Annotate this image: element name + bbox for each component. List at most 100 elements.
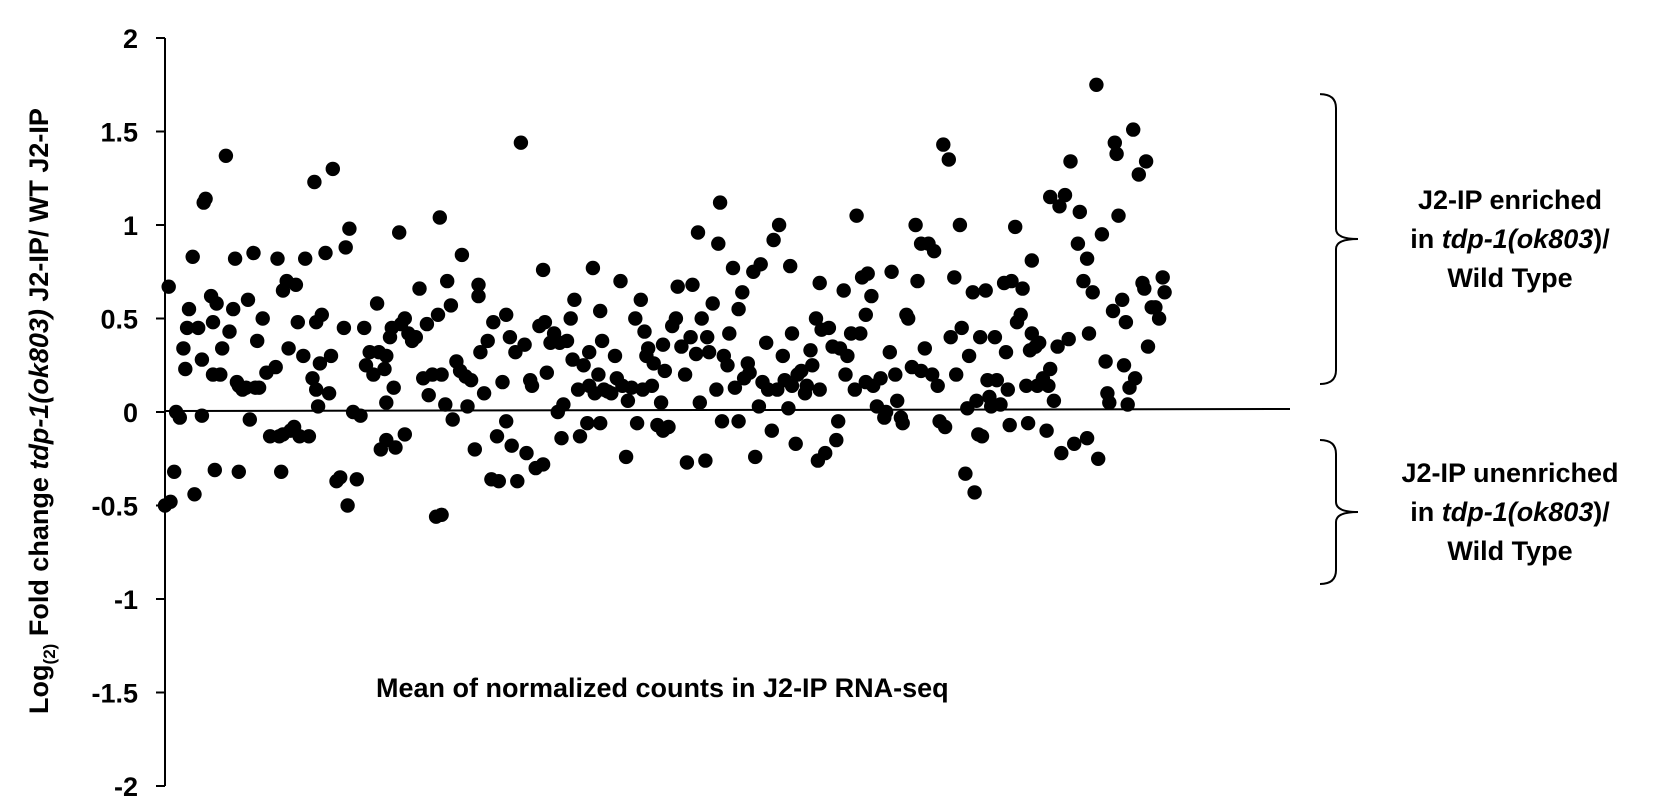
data-point [954,320,969,336]
data-point [913,236,929,251]
data-point [690,225,706,240]
data-point [242,412,257,427]
data-point [227,251,243,266]
data-point [1140,339,1156,354]
data-point [998,345,1014,360]
data-point [712,195,728,210]
data-point [766,232,781,248]
data-point [1076,273,1091,289]
data-point [1050,339,1065,354]
data-point [1019,378,1034,393]
data-point [460,399,475,414]
data-point [926,244,942,259]
data-point [191,320,206,336]
data-point [392,225,407,240]
data-point [910,273,925,289]
data-point [231,378,246,393]
data-point [784,378,800,393]
data-point [987,330,1003,345]
data-point [499,307,514,322]
unenriched-label-segment: )/ [1593,497,1610,527]
data-point [764,423,779,438]
data-point [864,288,879,304]
data-point [309,382,324,397]
data-point [1098,354,1113,369]
data-point [310,399,326,414]
data-point [882,345,897,360]
data-point [181,301,197,317]
unenriched-label-segment: J2-IP unenriched [1401,458,1618,488]
unenriched-label-line: J2-IP unenriched [1401,458,1618,488]
y-axis-ticks: 2 1.5 1 0.5 0 -0.5 -1 -1.5 -2 [91,24,165,796]
data-point [878,404,894,420]
data-point [668,311,684,326]
data-point [1020,416,1036,431]
data-point [629,416,645,431]
data-point [1079,431,1095,446]
data-point [593,303,608,319]
data-point [298,251,313,266]
y-tick-label: 1.5 [100,118,138,148]
data-point [908,217,923,233]
data-point [890,393,905,408]
data-point [379,432,394,448]
data-point [1102,395,1117,410]
data-point [698,453,713,468]
data-point [720,358,735,373]
data-point [821,320,837,336]
data-point [1061,331,1076,347]
data-point [471,288,486,304]
data-point [974,429,990,444]
data-point [958,466,973,481]
data-point [305,371,320,386]
data-point [274,464,289,479]
data-point [340,498,355,513]
data-point [913,363,929,379]
unenriched-label-line: in tdp-1(ok803)/ [1410,497,1610,527]
data-point [679,455,695,470]
data-point [701,345,717,360]
data-point [644,378,660,393]
data-point [397,311,412,326]
data-point [325,161,340,177]
data-point [593,416,608,431]
data-point [585,260,601,276]
data-point [290,315,305,330]
y-axis-title-italic: tdp-1(ok803) [24,309,54,470]
data-point [803,343,818,358]
data-point [847,382,862,397]
data-point [655,337,671,352]
data-point [700,330,715,345]
unenriched-label-segment: Wild Type [1447,536,1572,566]
enriched-label-line: Wild Type [1447,263,1572,293]
data-point [688,346,704,362]
data-point [618,449,634,465]
data-point [884,264,899,279]
data-point [1120,397,1135,412]
y-axis-title-prefix: Log [24,664,54,713]
data-point [255,311,270,326]
data-point [1002,417,1017,433]
data-point [1085,285,1100,300]
data-point [1041,378,1056,393]
data-point [725,260,741,276]
data-point [307,174,322,190]
data-point [301,429,317,444]
data-point [1115,292,1130,307]
y-tick-label: -1.5 [91,679,138,709]
data-point [775,348,790,364]
data-point [858,307,873,322]
x-axis-title: Mean of normalized counts in J2-IP RNA-s… [376,673,949,703]
data-point [1107,135,1123,150]
data-point [1054,445,1069,461]
data-point [495,374,510,390]
data-point [620,393,636,408]
enriched-label-line: J2-IP enriched [1418,185,1602,215]
unenriched-bracket [1319,439,1359,586]
data-point [607,348,623,364]
data-point [1013,307,1028,322]
data-point [685,277,700,292]
data-point [379,348,394,364]
data-point [831,414,846,429]
data-point [1094,227,1110,242]
